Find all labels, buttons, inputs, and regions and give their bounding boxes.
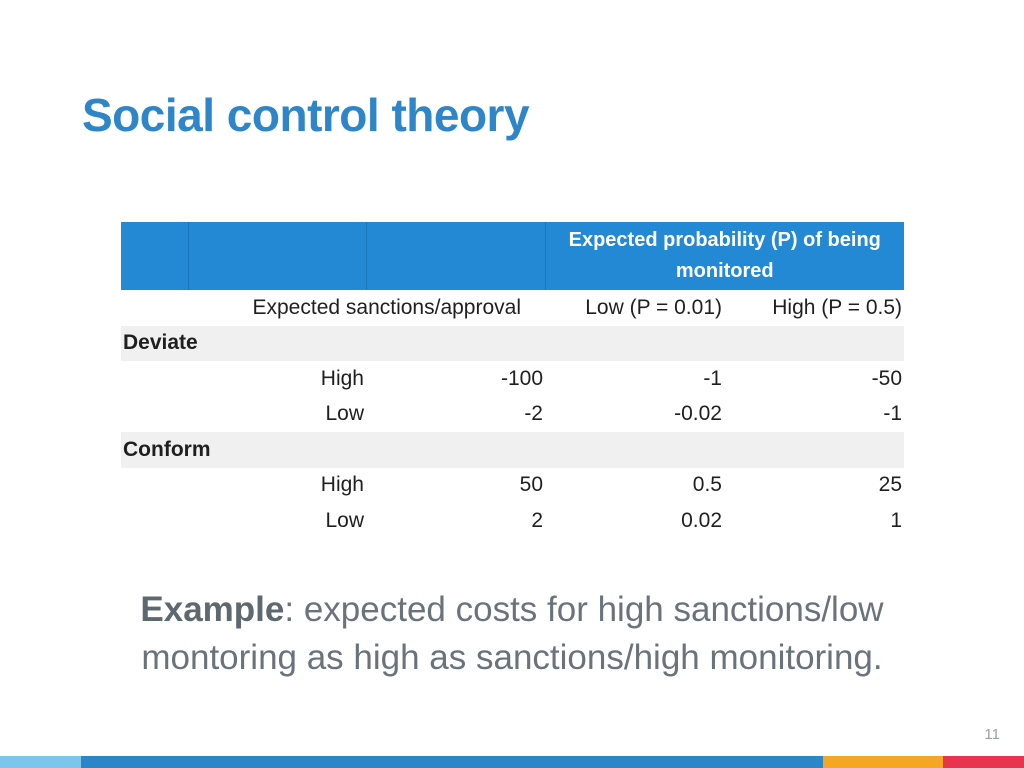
low-probability-label: Low (P = 0.01) xyxy=(585,295,722,319)
sanctions-probability-table: Expected probability (P) of being monito… xyxy=(121,222,905,539)
table-row: Low -2 -0.02 -1 xyxy=(121,397,904,433)
sanctions-label: Expected sanctions/approval xyxy=(252,295,522,319)
low-probability-cell: -0.02 xyxy=(674,402,722,426)
bar-segment-blue xyxy=(81,756,823,768)
header-blank-cell xyxy=(188,222,367,290)
high-probability-cell: 25 xyxy=(878,473,903,497)
group-label: Deviate xyxy=(121,325,905,361)
example-body: : expected costs for high sanctions/low … xyxy=(141,590,884,677)
level-cell: High xyxy=(320,473,364,497)
example-text: Example: expected costs for high sanctio… xyxy=(82,586,942,682)
level-cell: High xyxy=(320,366,364,390)
sanction-value-cell: -2 xyxy=(524,402,543,426)
slide-title: Social control theory xyxy=(82,89,530,141)
blank-cell xyxy=(121,361,188,397)
table-row: Low 2 0.02 1 xyxy=(121,503,904,539)
high-probability-label: High (P = 0.5) xyxy=(772,295,903,319)
bar-segment-orange xyxy=(823,756,943,768)
blank-cell xyxy=(121,468,188,504)
level-cell: Low xyxy=(325,508,364,532)
blank-cell xyxy=(121,503,188,539)
sanction-value-cell: 2 xyxy=(531,508,543,532)
header-blank-cell xyxy=(366,222,546,290)
bottom-color-bar xyxy=(0,756,1024,768)
sanction-value-cell: 50 xyxy=(519,473,543,497)
table-subheader-row: Expected sanctions/approval Low (P = 0.0… xyxy=(121,290,904,326)
group-label: Conform xyxy=(121,432,905,468)
group-row-deviate: Deviate xyxy=(121,325,905,361)
group-row-conform: Conform xyxy=(121,432,905,468)
table-header-row: Expected probability (P) of being monito… xyxy=(121,222,905,290)
low-probability-cell: -1 xyxy=(703,366,722,390)
blank-cell xyxy=(121,397,188,433)
high-probability-cell: -1 xyxy=(883,402,903,426)
level-cell: Low xyxy=(325,402,364,426)
sanction-value-cell: -100 xyxy=(500,366,543,390)
high-probability-cell: -50 xyxy=(871,366,903,390)
low-probability-cell: 0.02 xyxy=(681,508,722,532)
low-probability-cell: 0.5 xyxy=(692,473,722,497)
header-blank-cell xyxy=(121,222,189,290)
example-lead: Example xyxy=(140,590,285,629)
page-number: 11 xyxy=(984,726,1000,743)
table-row: High -100 -1 -50 xyxy=(121,361,904,397)
bar-segment-light-blue xyxy=(0,756,81,768)
probability-header: Expected probability (P) of being monito… xyxy=(545,222,905,290)
table-row: High 50 0.5 25 xyxy=(121,468,904,504)
high-probability-cell: 1 xyxy=(890,508,903,532)
subheader-blank-cell xyxy=(121,290,188,326)
bar-segment-red xyxy=(943,756,1024,768)
